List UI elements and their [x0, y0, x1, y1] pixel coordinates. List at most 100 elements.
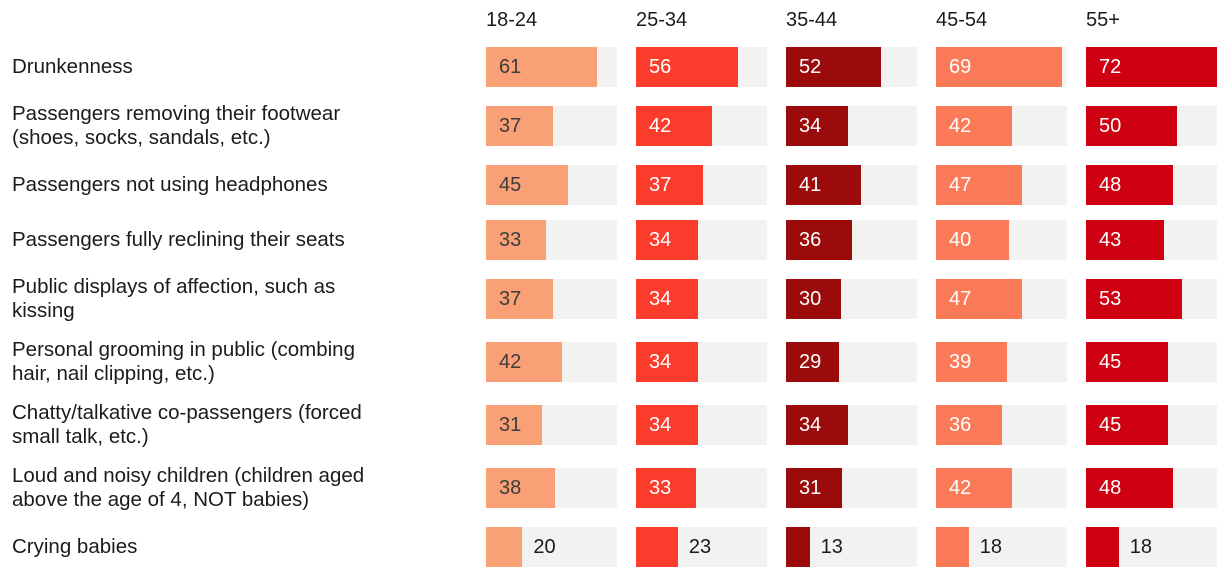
- bar-fill: [636, 342, 698, 382]
- bar-value-label: 34: [799, 414, 822, 436]
- bar-track: 30: [786, 279, 917, 319]
- bar-track: 23: [636, 527, 767, 567]
- bar-value-label: 20: [533, 536, 556, 558]
- bar-fill: [636, 220, 698, 260]
- bar-track: 36: [936, 405, 1067, 445]
- bar-track: 37: [486, 106, 617, 146]
- bar-value-label: 29: [799, 351, 822, 373]
- bar-value-label: 39: [949, 351, 972, 373]
- bar-track: 34: [636, 220, 767, 260]
- bar-value-label: 33: [649, 477, 672, 499]
- bar-value-label: 48: [1099, 174, 1122, 196]
- bar-value-label: 47: [949, 174, 972, 196]
- bar-track: 42: [936, 106, 1067, 146]
- bar-track: 38: [486, 468, 617, 508]
- bar-fill: [486, 165, 568, 205]
- bar-track: 36: [786, 220, 917, 260]
- bar-fill: [636, 405, 698, 445]
- category-label: Loud and noisy children (children aged a…: [12, 464, 365, 511]
- bar-track: 42: [636, 106, 767, 146]
- bar-fill: [786, 342, 839, 382]
- bar-value-label: 56: [649, 56, 672, 78]
- bar-fill: [786, 165, 861, 205]
- bar-value-label: 36: [799, 229, 822, 251]
- bar-value-label: 23: [688, 536, 712, 558]
- column-header-45-54: 45-54: [936, 9, 988, 31]
- bar-track: 45: [1086, 405, 1217, 445]
- bar-value-label: 37: [499, 115, 522, 137]
- bar-track: 42: [486, 342, 617, 382]
- bar-track: 69: [936, 47, 1067, 87]
- bar-fill: [1086, 405, 1168, 445]
- bar-fill: [1086, 527, 1119, 567]
- bar-fill: [936, 342, 1007, 382]
- bar-track: 37: [636, 165, 767, 205]
- bar-value-label: 33: [499, 229, 522, 251]
- header-spacer: [12, 8, 467, 32]
- bar-track: 31: [486, 405, 617, 445]
- bar-fill: [936, 47, 1062, 87]
- column-header-25-34: 25-34: [636, 9, 688, 31]
- bar-fill: [936, 527, 969, 567]
- bar-value-label: 30: [799, 288, 822, 310]
- column-header-35-44: 35-44: [786, 9, 838, 31]
- bar-track: 34: [786, 106, 917, 146]
- bar-value-label: 43: [1099, 229, 1122, 251]
- bar-value-label: 31: [799, 477, 822, 499]
- bar-fill: [486, 342, 563, 382]
- bar-value-label: 38: [499, 477, 522, 499]
- bar-track: 43: [1086, 220, 1217, 260]
- bar-value-label: 72: [1099, 56, 1122, 78]
- bar-track: 45: [1086, 342, 1217, 382]
- bar-fill: [786, 405, 848, 445]
- bar-track: 47: [936, 279, 1067, 319]
- bar-track: 45: [486, 165, 617, 205]
- bar-value-label: 48: [1099, 477, 1122, 499]
- bar-track: 42: [936, 468, 1067, 508]
- category-label: Passengers fully reclining their seats: [12, 228, 345, 251]
- bar-fill: [786, 106, 848, 146]
- bar-fill: [936, 165, 1022, 205]
- bar-track: 31: [786, 468, 917, 508]
- bar-track: 20: [486, 527, 617, 567]
- bar-value-label: 13: [820, 536, 843, 558]
- bar-fill: [636, 47, 738, 87]
- bar-fill: [486, 279, 554, 319]
- bar-fill: [486, 47, 597, 87]
- bar-track: 33: [486, 220, 617, 260]
- bar-fill: [486, 468, 556, 508]
- bar-track: 13: [786, 527, 917, 567]
- bar-value-label: 36: [949, 414, 972, 436]
- bar-fill: [786, 527, 810, 567]
- bar-value-label: 42: [949, 115, 972, 137]
- bar-value-label: 37: [649, 174, 672, 196]
- bar-track: 56: [636, 47, 767, 87]
- category-label: Passengers not using headphones: [12, 173, 328, 196]
- bar-fill: [636, 279, 698, 319]
- bar-fill: [936, 468, 1013, 508]
- bar-fill: [1086, 47, 1217, 87]
- bar-fill: [636, 527, 678, 567]
- bar-fill: [636, 468, 697, 508]
- bar-fill: [1086, 279, 1183, 319]
- bar-value-label: 34: [649, 351, 672, 373]
- bar-value-label: 37: [499, 288, 522, 310]
- bar-track: 33: [636, 468, 767, 508]
- bar-track: 34: [636, 405, 767, 445]
- bar-value-label: 31: [499, 414, 522, 436]
- bar-track: 40: [936, 220, 1067, 260]
- bar-value-label: 45: [1099, 351, 1122, 373]
- bar-track: 18: [1086, 527, 1217, 567]
- bar-value-label: 34: [649, 288, 672, 310]
- bar-track: 72: [1086, 47, 1217, 87]
- bar-fill: [936, 279, 1022, 319]
- bar-value-label: 45: [499, 174, 522, 196]
- bar-value-label: 45: [1099, 414, 1122, 436]
- category-label: Chatty/talkative co-passengers (forced s…: [12, 401, 362, 448]
- category-label: Crying babies: [12, 535, 138, 558]
- bar-track: 50: [1086, 106, 1217, 146]
- bar-track: 61: [486, 47, 617, 87]
- bar-value-label: 18: [1129, 536, 1152, 558]
